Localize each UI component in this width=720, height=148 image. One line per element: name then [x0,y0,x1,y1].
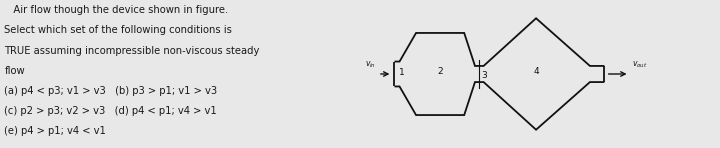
Text: 3: 3 [482,71,487,80]
Text: (a) p4 < p3; v1 > v3   (b) p3 > p1; v1 > v3: (a) p4 < p3; v1 > v3 (b) p3 > p1; v1 > v… [4,86,217,96]
Text: Air flow though the device shown in figure.: Air flow though the device shown in figu… [4,5,228,15]
Text: Select which set of the following conditions is: Select which set of the following condit… [4,25,232,35]
Text: TRUE assuming incompressible non-viscous steady: TRUE assuming incompressible non-viscous… [4,46,260,56]
Text: (c) p2 > p3; v2 > v3   (d) p4 < p1; v4 > v1: (c) p2 > p3; v2 > v3 (d) p4 < p1; v4 > v… [4,106,217,116]
Text: 2: 2 [437,67,443,76]
Text: $v_{out}$: $v_{out}$ [631,59,647,70]
Text: flow: flow [4,66,25,76]
Text: (e) p4 > p1; v4 < v1: (e) p4 > p1; v4 < v1 [4,127,106,136]
Text: 4: 4 [534,67,539,76]
Text: 1: 1 [399,68,405,77]
Text: $v_{in}$: $v_{in}$ [366,59,377,70]
